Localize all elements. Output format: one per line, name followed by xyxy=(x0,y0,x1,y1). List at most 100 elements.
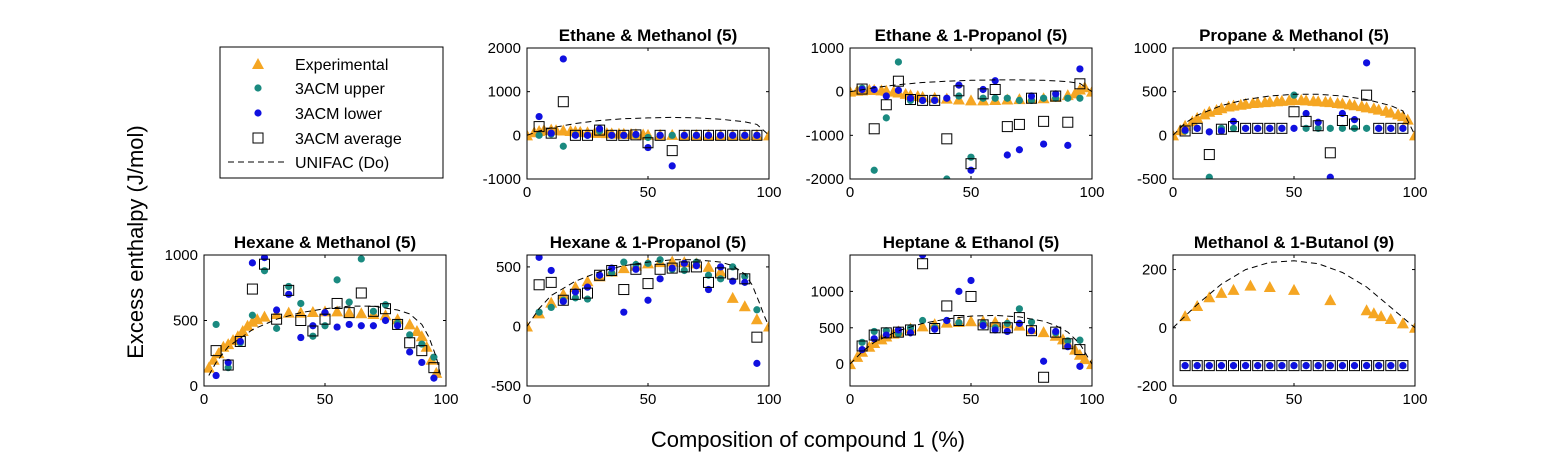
point-experimental xyxy=(1191,111,1204,123)
panel-title: Heptane & Ethanol (5) xyxy=(883,233,1060,252)
point-experimental xyxy=(617,262,630,274)
point-3acm-average xyxy=(533,121,545,133)
point-3acm-upper xyxy=(1003,94,1011,102)
point-3acm-upper xyxy=(1015,305,1024,313)
point-experimental xyxy=(355,307,368,319)
point-3acm-average xyxy=(569,288,581,300)
point-3acm-lower xyxy=(212,371,220,380)
point-3acm-average xyxy=(965,158,977,170)
point-3acm-average xyxy=(1324,147,1336,159)
point-3acm-lower xyxy=(931,325,939,333)
point-3acm-average xyxy=(246,283,258,295)
point-3acm-average xyxy=(1312,120,1324,132)
point-3acm-average xyxy=(929,94,941,106)
x-tick-label: 50 xyxy=(963,391,980,408)
point-3acm-lower xyxy=(955,81,963,89)
point-3acm-average xyxy=(929,323,941,335)
point-3acm-upper xyxy=(906,324,915,332)
point-3acm-lower xyxy=(680,131,688,139)
point-3acm-lower xyxy=(535,255,543,261)
point-3acm-average xyxy=(917,94,929,106)
point-3acm-upper xyxy=(1302,124,1310,132)
point-3acm-average xyxy=(880,327,892,339)
series-line-unifac-do xyxy=(1173,93,1415,136)
point-experimental xyxy=(1360,304,1373,316)
point-3acm-lower xyxy=(1242,362,1250,370)
x-tick-label: 0 xyxy=(200,391,208,408)
x-tick-label: 50 xyxy=(317,391,334,408)
point-3acm-average xyxy=(917,258,929,270)
point-3acm-average xyxy=(1373,122,1385,134)
point-3acm-lower xyxy=(1254,362,1262,370)
point-3acm-lower xyxy=(596,125,604,133)
point-3acm-average xyxy=(1240,360,1252,372)
point-3acm-lower xyxy=(979,85,987,94)
point-3acm-average xyxy=(715,267,727,279)
point-3acm-upper xyxy=(979,94,987,102)
point-3acm-lower xyxy=(1278,362,1286,370)
point-3acm-upper xyxy=(535,308,543,316)
point-3acm-average xyxy=(1361,360,1373,372)
point-3acm-upper xyxy=(991,94,999,102)
point-3acm-average xyxy=(1361,89,1373,101)
point-3acm-lower xyxy=(1375,362,1383,370)
point-3acm-average xyxy=(392,318,404,330)
point-3acm-upper xyxy=(753,306,761,314)
point-3acm-average xyxy=(210,345,222,357)
point-3acm-lower xyxy=(333,323,341,331)
point-3acm-lower xyxy=(991,326,999,334)
point-3acm-lower xyxy=(991,77,999,85)
point-3acm-lower xyxy=(345,320,353,329)
axes-frame xyxy=(526,47,770,180)
point-3acm-lower xyxy=(753,359,761,367)
point-experimental xyxy=(415,330,428,342)
y-tick-label: -2000 xyxy=(806,171,844,188)
point-3acm-average xyxy=(715,129,727,141)
point-3acm-average xyxy=(1203,360,1215,372)
y-tick-label: 1000 xyxy=(488,84,521,101)
point-3acm-average xyxy=(977,319,989,331)
point-3acm-lower xyxy=(1399,124,1407,132)
panel-title: Hexane & 1-Propanol (5) xyxy=(550,233,747,252)
point-3acm-lower xyxy=(1076,362,1084,370)
x-tick-label: 50 xyxy=(640,391,657,408)
point-3acm-average xyxy=(1276,360,1288,372)
point-3acm-average xyxy=(271,313,283,325)
point-3acm-lower xyxy=(1015,146,1024,154)
axes-frame xyxy=(203,254,447,387)
point-3acm-average xyxy=(557,96,569,108)
series-line-unifac-do xyxy=(208,305,442,379)
point-3acm-average xyxy=(642,137,654,149)
y-axis-label: Excess enthalpy (J/mol) xyxy=(123,125,148,359)
point-3acm-average xyxy=(678,261,690,273)
point-3acm-average xyxy=(690,129,702,141)
point-3acm-average xyxy=(404,337,416,349)
point-3acm-average xyxy=(989,322,1001,334)
axes-frame xyxy=(849,47,1093,180)
point-3acm-average xyxy=(331,297,343,309)
x-tick-label: 0 xyxy=(1169,184,1177,201)
point-experimental xyxy=(331,305,344,317)
plot-area xyxy=(850,58,1092,179)
point-3acm-upper xyxy=(620,258,628,266)
point-3acm-upper xyxy=(1003,319,1011,328)
y-tick-label: 0 xyxy=(1159,320,1167,337)
y-tick-label: 500 xyxy=(496,259,521,276)
point-3acm-average xyxy=(880,99,892,111)
point-3acm-lower xyxy=(680,259,688,267)
point-3acm-upper xyxy=(224,364,232,372)
point-3acm-lower xyxy=(1363,362,1371,370)
series-line-unifac-do xyxy=(527,259,769,327)
x-tick-label: 0 xyxy=(1169,391,1177,408)
point-3acm-upper xyxy=(741,272,749,281)
point-3acm-upper xyxy=(333,276,341,284)
point-3acm-lower xyxy=(943,316,951,325)
point-3acm-average xyxy=(868,329,880,341)
point-3acm-average xyxy=(1228,360,1239,372)
panel-1: Ethane & Methanol (5)0 50 100-100001000200… xyxy=(483,26,782,201)
point-3acm-upper xyxy=(321,322,329,330)
axes-frame xyxy=(526,254,770,387)
x-tick-label: 50 xyxy=(1286,391,1303,408)
